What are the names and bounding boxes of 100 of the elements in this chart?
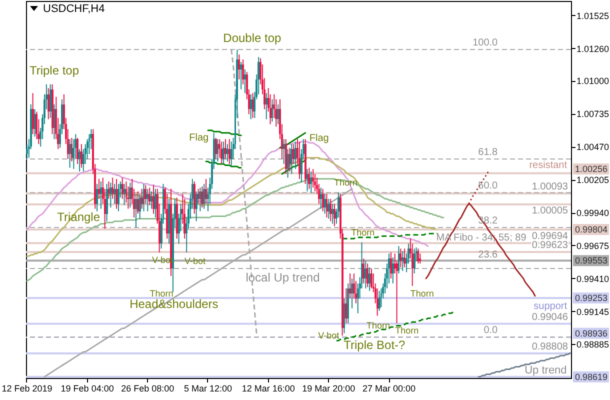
y-tick-label: 1.00205: [576, 175, 610, 186]
candlestick: [98, 178, 100, 200]
x-tick-label: 5 Mar 12:00: [184, 384, 232, 394]
annotation: Thorn: [334, 178, 358, 188]
candlestick: [364, 260, 367, 289]
candlestick: [310, 170, 312, 194]
candlestick: [366, 263, 369, 288]
x-tick-label: 27 Mar 00:00: [362, 384, 416, 394]
annotation: support: [534, 300, 568, 312]
annotation: Thorn: [351, 227, 375, 238]
candlestick: [282, 138, 285, 164]
candlestick: [32, 92, 34, 135]
candlestick: [378, 290, 380, 312]
candlestick: [76, 137, 79, 164]
candlestick: [314, 173, 316, 192]
candlestick: [146, 188, 149, 212]
annotation: Thorn: [410, 288, 434, 298]
candlestick: [214, 137, 217, 160]
candlestick: [36, 111, 38, 140]
candlestick: [205, 178, 208, 204]
x-tick-label: 12 Feb 2019: [2, 384, 52, 394]
annotation: Thorn: [395, 326, 419, 336]
candlestick: [320, 187, 322, 210]
annotation: 100.0: [472, 38, 498, 49]
y-tick-label: 0.98885: [576, 339, 610, 350]
candlestick: [362, 258, 365, 284]
candlestick: [370, 268, 372, 289]
candlestick: [140, 188, 143, 210]
candlestick: [136, 190, 139, 214]
ref-line-label: 0.99046: [532, 312, 568, 323]
y-tick-label: 0.99675: [576, 240, 610, 251]
candlestick: [138, 193, 141, 220]
y-tick-label: 0.99940: [576, 208, 610, 218]
candlestick: [121, 177, 124, 200]
candlestick: [322, 188, 324, 212]
candlestick: [298, 141, 300, 180]
ref-line-label: 1.00005: [532, 205, 568, 216]
ref-line-label: 1.00093: [532, 181, 568, 192]
annotation: Flag: [309, 132, 329, 144]
y-tick-label: 1.00470: [576, 142, 610, 152]
candlestick: [116, 178, 118, 210]
line-series: [478, 352, 571, 378]
candlestick: [250, 94, 252, 120]
candlestick: [240, 61, 242, 90]
candlestick: [332, 203, 334, 224]
candlestick: [203, 183, 206, 210]
candlestick: [47, 88, 50, 120]
candlestick: [150, 190, 153, 210]
annotation: Flag: [189, 132, 209, 144]
candlestick: [330, 198, 332, 222]
candlestick: [127, 186, 130, 210]
candlestick: [368, 266, 371, 292]
annotation: Triple Bot-?: [344, 338, 406, 352]
annotation: Triple top: [29, 63, 80, 78]
candlestick: [68, 138, 71, 168]
candlestick: [312, 168, 314, 188]
candlestick: [112, 177, 114, 200]
annotation: local Up trend: [246, 270, 320, 285]
candlestick: [226, 144, 228, 162]
candlestick: [154, 188, 156, 218]
candlestick: [230, 141, 232, 167]
annotation: V-bot: [184, 256, 206, 266]
candlestick: [292, 144, 295, 164]
candlestick: [417, 248, 420, 264]
candlestick: [80, 144, 82, 168]
y-tick-label: 1.01000: [576, 76, 610, 86]
ref-line-label: 1.00256: [575, 164, 608, 174]
candlestick: [390, 252, 392, 279]
ref-line-label: 0.98619: [575, 372, 608, 382]
candlestick: [238, 54, 240, 80]
ref-line-label: 0.98936: [575, 328, 608, 338]
annotation: Thorn: [150, 288, 174, 298]
candlestick: [290, 144, 293, 174]
annotation: Double top: [223, 31, 282, 46]
candlestick: [195, 190, 198, 222]
candlestick: [152, 184, 154, 214]
x-tick-label: 19 Feb 04:00: [60, 384, 114, 394]
candlestick: [286, 148, 289, 178]
annotation: Up trend: [524, 364, 567, 376]
candlestick: [144, 184, 147, 204]
annotation: V-bot: [318, 330, 340, 341]
candlestick: [220, 141, 223, 164]
candlestick: [222, 141, 225, 164]
candlestick: [129, 182, 132, 208]
candlestick: [184, 198, 186, 240]
candlestick: [349, 272, 352, 299]
candlestick: [242, 58, 244, 85]
ref-line-label: 0.99553: [575, 256, 608, 266]
y-tick-label: 1.01260: [576, 44, 610, 54]
candlestick: [148, 187, 151, 206]
x-tick-label: 19 Mar 20:00: [302, 384, 356, 394]
candlestick: [294, 141, 297, 170]
chart-title: USDCHF,H4: [43, 3, 105, 15]
ref-line-label: 0.99253: [575, 292, 608, 303]
candlestick: [400, 248, 402, 268]
candlestick: [199, 187, 202, 212]
annotation: 23.6: [478, 250, 498, 261]
x-tick-label: 26 Feb 08:00: [121, 384, 174, 394]
annotation: resistant: [529, 160, 568, 172]
ref-line-label: 0.99623: [532, 240, 568, 251]
